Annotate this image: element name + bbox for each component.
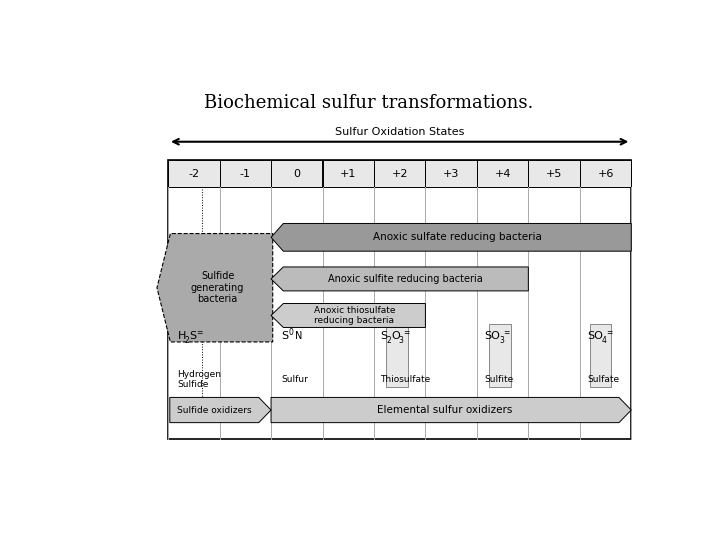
Bar	[168, 160, 631, 439]
Text: SO: SO	[588, 332, 603, 341]
Text: +1: +1	[340, 168, 356, 179]
Text: +5: +5	[546, 168, 562, 179]
Bar	[528, 160, 580, 187]
Text: S: S	[189, 332, 197, 341]
Text: 2: 2	[386, 336, 391, 345]
Bar	[590, 325, 611, 387]
Text: Sulfate: Sulfate	[588, 375, 620, 384]
Polygon shape	[157, 233, 273, 342]
Text: SO: SO	[485, 332, 500, 341]
Bar	[168, 160, 220, 187]
Text: +2: +2	[392, 168, 408, 179]
Bar	[580, 160, 631, 187]
Text: =: =	[403, 328, 410, 338]
Text: Anoxic sulfate reducing bacteria: Anoxic sulfate reducing bacteria	[373, 232, 541, 242]
Bar	[387, 325, 408, 387]
Text: N: N	[295, 332, 302, 341]
Text: 4: 4	[602, 336, 607, 345]
Text: +6: +6	[598, 168, 613, 179]
Text: Sulfide oxidizers: Sulfide oxidizers	[177, 406, 251, 415]
Bar	[489, 325, 511, 387]
Text: Sulfur: Sulfur	[282, 375, 308, 384]
Text: 3: 3	[399, 336, 403, 345]
Text: =: =	[196, 328, 202, 338]
Text: O: O	[391, 332, 400, 341]
Text: =: =	[606, 328, 613, 338]
Polygon shape	[170, 397, 271, 423]
Bar	[426, 160, 477, 187]
Polygon shape	[271, 267, 528, 291]
Text: Biochemical sulfur transformations.: Biochemical sulfur transformations.	[204, 94, 534, 112]
Bar	[220, 160, 271, 187]
Text: Anoxic sulfite reducing bacteria: Anoxic sulfite reducing bacteria	[328, 274, 483, 284]
Text: =: =	[503, 328, 510, 338]
Text: S: S	[380, 332, 387, 341]
Polygon shape	[271, 303, 426, 327]
Text: Sulfide
generating
bacteria: Sulfide generating bacteria	[191, 271, 244, 305]
Bar	[323, 160, 374, 187]
Polygon shape	[271, 224, 631, 251]
Text: +4: +4	[495, 168, 511, 179]
Text: 0: 0	[293, 168, 300, 179]
Text: 3: 3	[499, 336, 504, 345]
Text: Sulfite: Sulfite	[485, 375, 514, 384]
Text: Elemental sulfur oxidizers: Elemental sulfur oxidizers	[377, 405, 513, 415]
Text: Thiosulfate: Thiosulfate	[380, 375, 431, 384]
Text: H: H	[177, 332, 186, 341]
Text: -1: -1	[240, 168, 251, 179]
Text: Hydrogen
Sulfide: Hydrogen Sulfide	[177, 370, 221, 389]
Bar	[271, 160, 323, 187]
Text: 2: 2	[184, 336, 189, 345]
Text: S: S	[282, 332, 289, 341]
Text: +3: +3	[443, 168, 459, 179]
Text: -2: -2	[189, 168, 199, 179]
Bar	[477, 160, 528, 187]
Bar	[374, 160, 426, 187]
Text: Anoxic thiosulfate
reducing bacteria: Anoxic thiosulfate reducing bacteria	[314, 306, 395, 325]
Text: 0: 0	[288, 328, 293, 338]
Text: Sulfur Oxidation States: Sulfur Oxidation States	[335, 127, 464, 137]
Polygon shape	[271, 397, 631, 423]
